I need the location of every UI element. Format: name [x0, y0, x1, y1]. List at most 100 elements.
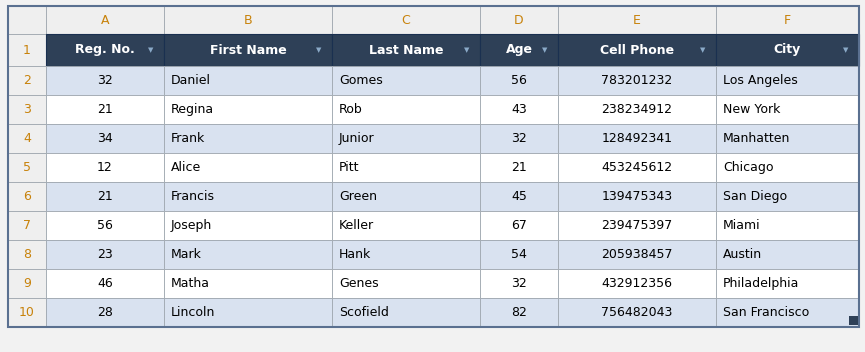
Bar — [46, 269, 164, 298]
Bar — [716, 6, 859, 34]
Bar — [480, 34, 558, 66]
Text: Green: Green — [339, 190, 377, 203]
Bar — [46, 211, 164, 240]
Text: 28: 28 — [97, 306, 113, 319]
Text: 32: 32 — [511, 277, 527, 290]
Bar — [46, 182, 164, 211]
Text: 139475343: 139475343 — [601, 190, 673, 203]
Bar — [8, 124, 46, 153]
Bar — [716, 211, 859, 240]
Bar — [46, 34, 164, 66]
Text: 54: 54 — [511, 248, 527, 261]
Text: San Diego: San Diego — [723, 190, 787, 203]
Bar — [558, 95, 716, 124]
Bar — [8, 66, 46, 95]
Text: 5: 5 — [23, 161, 31, 174]
Text: 4: 4 — [23, 132, 31, 145]
Bar — [480, 240, 558, 269]
Text: Regina: Regina — [171, 103, 215, 116]
Bar — [164, 240, 332, 269]
Text: Miami: Miami — [723, 219, 760, 232]
Text: Pitt: Pitt — [339, 161, 360, 174]
Bar — [46, 153, 164, 182]
Bar — [480, 298, 558, 327]
Text: Rob: Rob — [339, 103, 362, 116]
Bar — [558, 153, 716, 182]
Bar — [164, 153, 332, 182]
Bar — [46, 66, 164, 95]
Bar — [164, 124, 332, 153]
Text: 783201232: 783201232 — [601, 74, 673, 87]
Bar — [480, 211, 558, 240]
Text: ▼: ▼ — [317, 47, 322, 53]
Text: Austin: Austin — [723, 248, 762, 261]
Text: City: City — [774, 44, 801, 57]
Bar — [332, 298, 480, 327]
Text: Frank: Frank — [171, 132, 205, 145]
Text: 21: 21 — [97, 103, 112, 116]
Text: 45: 45 — [511, 190, 527, 203]
Text: ▼: ▼ — [701, 47, 706, 53]
Text: Genes: Genes — [339, 277, 379, 290]
Bar — [716, 95, 859, 124]
Text: 46: 46 — [97, 277, 112, 290]
Text: Los Angeles: Los Angeles — [723, 74, 798, 87]
Text: A: A — [100, 13, 109, 26]
Text: 8: 8 — [23, 248, 31, 261]
Bar — [558, 298, 716, 327]
Bar — [332, 6, 480, 34]
Bar — [716, 66, 859, 95]
Bar — [480, 182, 558, 211]
Text: 453245612: 453245612 — [601, 161, 673, 174]
Text: 56: 56 — [511, 74, 527, 87]
Text: F: F — [784, 13, 791, 26]
Bar — [480, 124, 558, 153]
Bar — [716, 153, 859, 182]
Text: Hank: Hank — [339, 248, 371, 261]
Text: Last Name: Last Name — [368, 44, 443, 57]
Text: Gomes: Gomes — [339, 74, 382, 87]
Text: 3: 3 — [23, 103, 31, 116]
Bar — [332, 95, 480, 124]
Text: 9: 9 — [23, 277, 31, 290]
Text: First Name: First Name — [209, 44, 286, 57]
Text: Philadelphia: Philadelphia — [723, 277, 799, 290]
Bar — [164, 95, 332, 124]
Text: Manhatten: Manhatten — [723, 132, 791, 145]
Text: D: D — [514, 13, 524, 26]
Bar — [558, 182, 716, 211]
Bar — [46, 95, 164, 124]
Text: New York: New York — [723, 103, 780, 116]
Text: Keller: Keller — [339, 219, 375, 232]
Text: Alice: Alice — [171, 161, 202, 174]
Bar — [558, 124, 716, 153]
Text: 7: 7 — [23, 219, 31, 232]
Bar — [332, 269, 480, 298]
Text: 43: 43 — [511, 103, 527, 116]
Text: Chicago: Chicago — [723, 161, 773, 174]
Bar — [46, 240, 164, 269]
Text: 21: 21 — [511, 161, 527, 174]
Bar — [480, 153, 558, 182]
Text: Francis: Francis — [171, 190, 215, 203]
Bar — [8, 240, 46, 269]
Bar — [8, 153, 46, 182]
Text: Daniel: Daniel — [171, 74, 211, 87]
Text: 205938457: 205938457 — [601, 248, 673, 261]
Text: 67: 67 — [511, 219, 527, 232]
Text: 238234912: 238234912 — [601, 103, 672, 116]
Bar — [164, 66, 332, 95]
Text: ▼: ▼ — [465, 47, 470, 53]
Bar — [716, 182, 859, 211]
Text: ▼: ▼ — [148, 47, 154, 53]
Text: 6: 6 — [23, 190, 31, 203]
Bar — [8, 95, 46, 124]
Bar — [558, 240, 716, 269]
Text: 12: 12 — [97, 161, 112, 174]
Text: B: B — [244, 13, 253, 26]
Bar — [716, 298, 859, 327]
Bar — [332, 182, 480, 211]
Bar — [164, 34, 332, 66]
Bar — [849, 316, 858, 325]
Text: 128492341: 128492341 — [601, 132, 672, 145]
